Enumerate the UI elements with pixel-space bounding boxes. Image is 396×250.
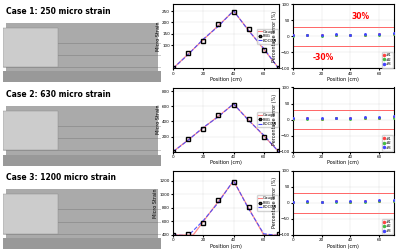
- Y-axis label: Percentage error (%): Percentage error (%): [272, 94, 277, 145]
- Legend: #1, #2, #3: #1, #2, #3: [382, 52, 393, 68]
- Text: Case 2: 630 micro strain: Case 2: 630 micro strain: [6, 90, 111, 99]
- Y-axis label: Percentage error (%): Percentage error (%): [272, 11, 277, 62]
- Y-axis label: Micro Strain: Micro Strain: [156, 22, 161, 51]
- X-axis label: Position (cm): Position (cm): [210, 160, 242, 165]
- X-axis label: Position (cm): Position (cm): [327, 77, 359, 82]
- X-axis label: Position (cm): Position (cm): [327, 160, 359, 165]
- Bar: [3, 111, 59, 150]
- Bar: [3, 194, 59, 234]
- Legend: Gauge, FBG, BOCDA: Gauge, FBG, BOCDA: [257, 28, 278, 44]
- Text: Case 1: 250 micro strain: Case 1: 250 micro strain: [6, 6, 111, 16]
- X-axis label: Position (cm): Position (cm): [327, 244, 359, 248]
- X-axis label: Position (cm): Position (cm): [210, 77, 242, 82]
- Y-axis label: Micro Strain: Micro Strain: [156, 105, 161, 134]
- Y-axis label: Micro Strain: Micro Strain: [153, 188, 158, 218]
- Legend: #1, #2, #3: #1, #2, #3: [382, 219, 393, 234]
- Text: -30%: -30%: [313, 53, 334, 62]
- Bar: [3, 155, 161, 166]
- Bar: [3, 238, 161, 249]
- Bar: [3, 72, 161, 82]
- Legend: Gauge, FBG, BOCDA: Gauge, FBG, BOCDA: [257, 112, 278, 127]
- Legend: #1, #2, #3: #1, #2, #3: [382, 136, 393, 151]
- Bar: [3, 28, 59, 67]
- Legend: Gauge, FBG, BOCDA: Gauge, FBG, BOCDA: [257, 195, 278, 211]
- X-axis label: Position (cm): Position (cm): [210, 244, 242, 248]
- Y-axis label: Percentage error (%): Percentage error (%): [272, 177, 277, 228]
- Text: Case 3: 1200 micro strain: Case 3: 1200 micro strain: [6, 173, 116, 182]
- Text: 30%: 30%: [351, 12, 369, 21]
